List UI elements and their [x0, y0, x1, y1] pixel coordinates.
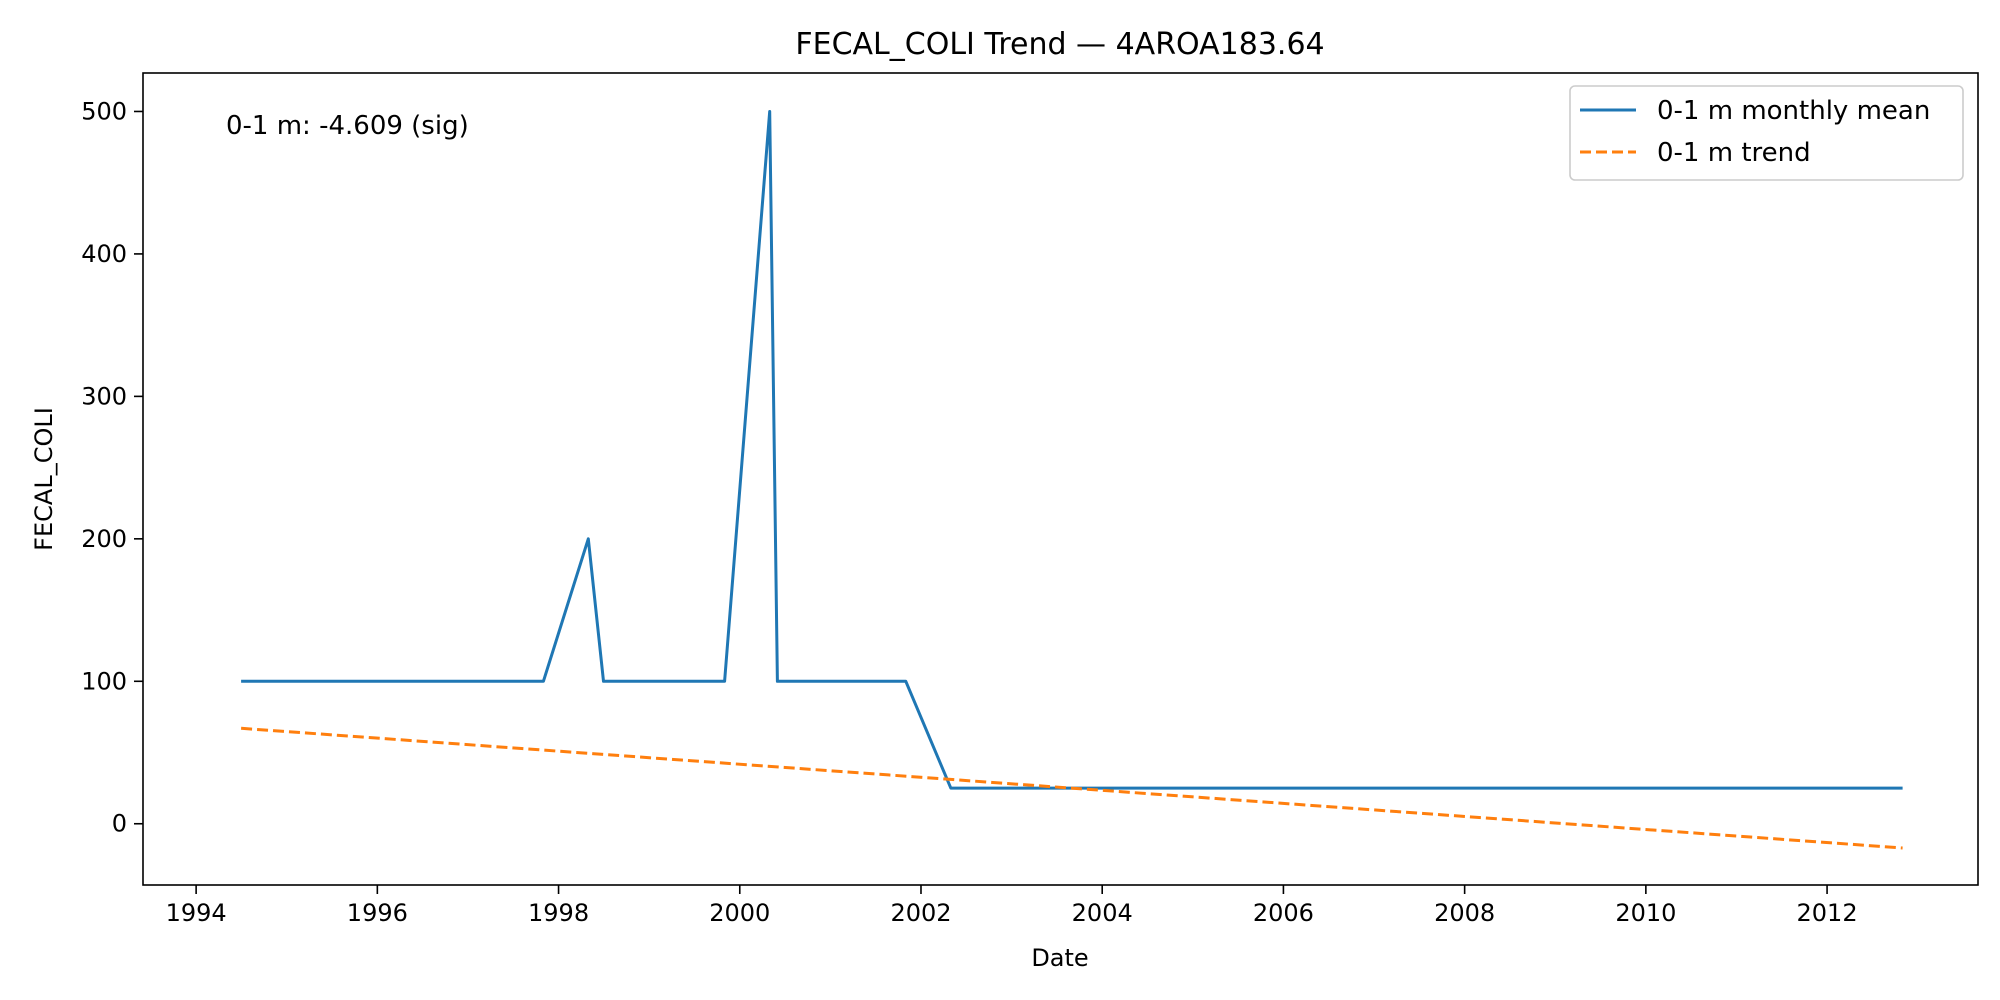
- chart-title: FECAL_COLI Trend — 4AROA183.64: [795, 27, 1324, 62]
- x-tick-label: 2006: [1253, 899, 1314, 927]
- legend-label-monthly-mean: 0-1 m monthly mean: [1657, 96, 1930, 126]
- y-tick-label: 400: [81, 240, 127, 268]
- x-tick-label: 2012: [1797, 899, 1858, 927]
- legend-box: [1569, 85, 1964, 181]
- plot-frame: [142, 72, 1979, 886]
- y-axis: 0 100 200 300 400 500: [81, 97, 143, 838]
- y-axis-title: FECAL_COLI: [30, 407, 58, 551]
- y-tick-label: 100: [81, 667, 127, 695]
- x-tick-label: 1996: [347, 899, 408, 927]
- x-tick-label: 2008: [1434, 899, 1495, 927]
- legend: 0-1 m monthly mean 0-1 m trend: [1569, 85, 1964, 181]
- x-tick-label: 1994: [166, 899, 227, 927]
- series-line-trend: [240, 726, 1903, 850]
- x-tick-label: 2004: [1072, 899, 1133, 927]
- series-line-monthly-mean: [241, 110, 1903, 790]
- x-tick-label: 2000: [709, 899, 770, 927]
- plot-area: [240, 110, 1903, 850]
- y-tick-label: 300: [81, 382, 127, 410]
- x-tick-label: 2002: [890, 899, 951, 927]
- trend-annotation: 0-1 m: -4.609 (sig): [226, 111, 469, 141]
- legend-label-trend: 0-1 m trend: [1657, 138, 1811, 168]
- x-tick-label: 2010: [1615, 899, 1676, 927]
- x-axis-title: Date: [1031, 944, 1088, 972]
- y-tick-label: 500: [81, 97, 127, 125]
- x-tick-label: 1998: [528, 899, 589, 927]
- y-tick-label: 200: [81, 525, 127, 553]
- x-axis: 1994 1996 1998 2000 2002 2004 2006 2008 2010 2012: [166, 885, 1858, 927]
- y-tick-label: 0: [112, 810, 127, 838]
